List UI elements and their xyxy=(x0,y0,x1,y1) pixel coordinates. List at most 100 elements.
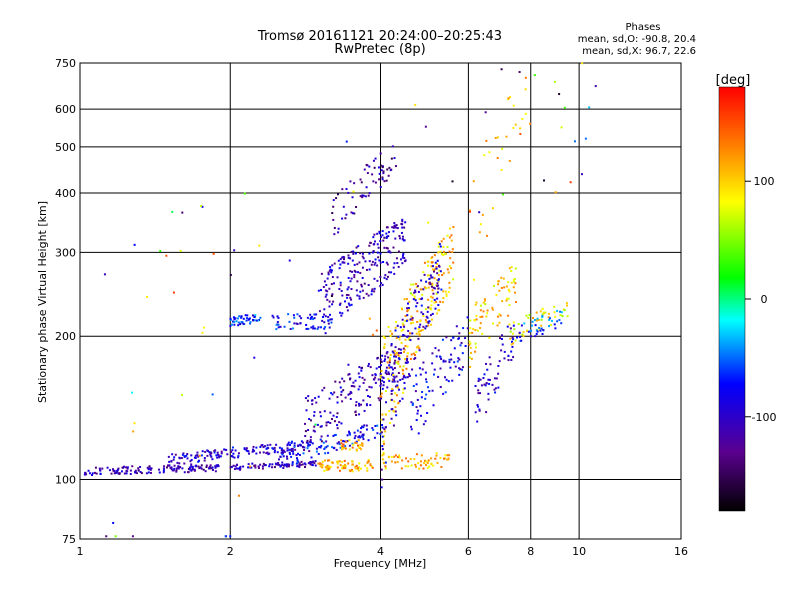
data-point xyxy=(216,451,219,454)
data-point xyxy=(246,314,249,317)
data-point xyxy=(387,456,390,459)
data-point xyxy=(326,298,329,301)
data-point xyxy=(303,422,306,425)
data-point xyxy=(362,296,365,299)
data-point xyxy=(385,373,388,376)
data-point xyxy=(353,431,356,434)
data-point xyxy=(379,358,382,361)
data-point xyxy=(428,277,431,280)
data-point xyxy=(251,314,254,317)
data-point xyxy=(352,443,355,446)
data-point xyxy=(491,322,494,325)
data-point xyxy=(135,472,138,475)
data-point xyxy=(300,440,303,443)
data-point xyxy=(503,357,506,360)
data-point xyxy=(439,456,442,459)
data-point xyxy=(345,293,348,296)
data-point xyxy=(554,315,557,318)
data-point xyxy=(426,310,429,313)
data-point xyxy=(101,467,104,470)
data-point xyxy=(427,306,430,309)
data-point xyxy=(407,329,410,332)
data-point xyxy=(297,444,300,447)
data-point xyxy=(435,452,438,455)
data-point xyxy=(376,264,379,267)
data-points xyxy=(83,62,597,538)
data-point xyxy=(544,311,547,314)
data-point xyxy=(354,404,357,407)
data-point xyxy=(474,385,477,388)
data-point xyxy=(520,324,523,327)
data-point xyxy=(366,469,369,472)
data-point xyxy=(181,467,184,470)
data-point xyxy=(321,460,324,463)
data-point xyxy=(560,322,563,325)
data-point xyxy=(219,455,222,458)
data-point xyxy=(386,351,389,354)
data-point xyxy=(314,397,317,400)
data-point xyxy=(371,374,374,377)
data-point xyxy=(370,263,373,266)
data-point xyxy=(449,227,452,230)
data-point xyxy=(125,470,128,473)
data-point xyxy=(194,454,197,457)
data-point xyxy=(429,274,432,277)
data-point xyxy=(496,315,499,318)
data-point xyxy=(381,445,384,448)
data-point xyxy=(450,358,453,361)
data-point xyxy=(255,446,258,449)
data-point xyxy=(314,460,317,463)
data-point xyxy=(277,326,280,329)
data-point xyxy=(323,447,326,450)
data-point xyxy=(417,345,420,348)
data-point xyxy=(483,373,486,376)
data-point xyxy=(207,450,210,453)
data-point xyxy=(209,454,212,457)
data-point xyxy=(392,246,395,249)
data-point xyxy=(351,442,354,445)
data-point xyxy=(405,359,408,362)
data-point xyxy=(281,463,284,466)
data-point xyxy=(417,330,420,333)
data-point xyxy=(290,440,293,443)
data-point xyxy=(477,377,480,380)
data-point xyxy=(329,318,332,321)
data-point xyxy=(509,337,512,340)
data-point xyxy=(436,279,439,282)
data-point xyxy=(277,316,280,319)
data-point xyxy=(170,466,173,469)
data-point xyxy=(382,384,385,387)
data-point xyxy=(542,329,545,332)
data-point xyxy=(402,376,405,379)
data-point xyxy=(468,209,471,212)
data-point xyxy=(252,319,255,322)
data-point xyxy=(285,455,288,458)
data-point xyxy=(402,328,405,331)
data-point xyxy=(332,447,335,450)
data-point xyxy=(327,451,330,454)
data-point xyxy=(488,151,491,154)
data-point xyxy=(247,450,250,453)
data-point xyxy=(357,446,360,449)
data-point xyxy=(505,297,508,300)
data-point xyxy=(336,396,339,399)
data-point xyxy=(436,282,439,285)
data-point xyxy=(266,451,269,454)
data-point xyxy=(422,423,425,426)
data-point xyxy=(459,368,462,371)
data-point xyxy=(414,357,417,360)
data-point xyxy=(409,357,412,360)
data-point xyxy=(351,463,354,466)
data-point xyxy=(346,288,349,291)
data-point xyxy=(146,296,149,299)
data-point xyxy=(346,440,349,443)
data-point xyxy=(479,223,482,226)
data-point xyxy=(325,440,328,443)
data-point xyxy=(377,256,380,259)
data-point xyxy=(229,318,232,321)
data-point xyxy=(518,71,521,74)
data-point xyxy=(340,422,343,425)
data-point xyxy=(376,424,379,427)
data-point xyxy=(383,236,386,239)
